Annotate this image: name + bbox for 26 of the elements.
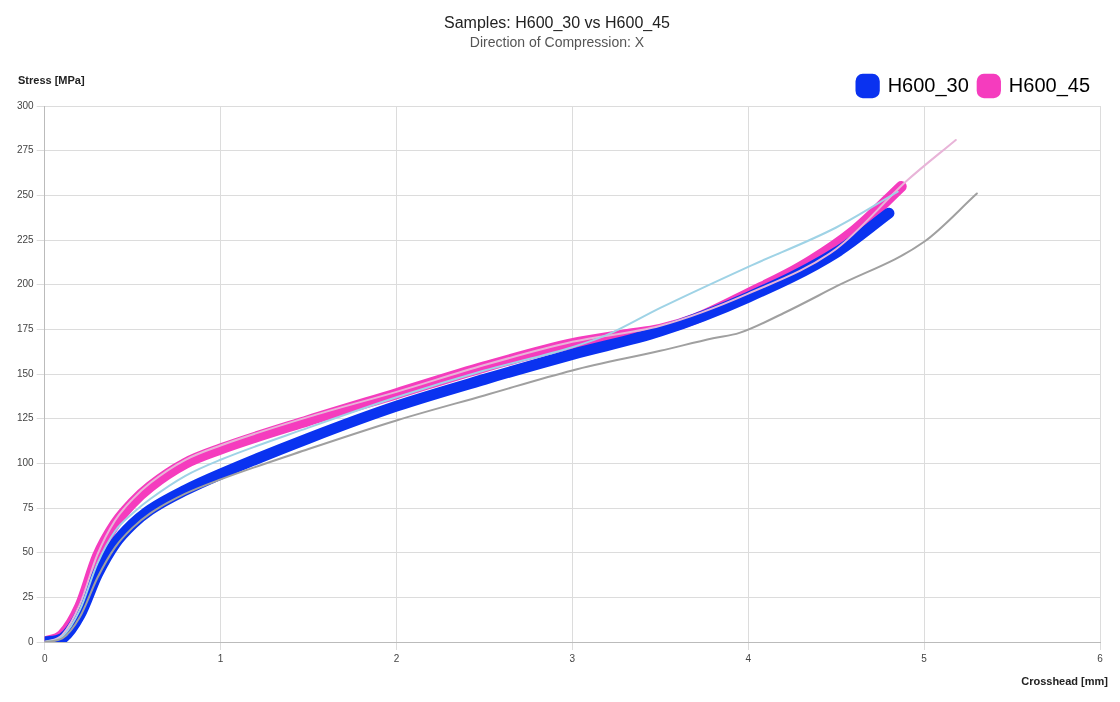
chart-subtitle: Direction of Compression: X [469,34,645,51]
x-tick-label: 6 [1097,652,1104,664]
y-tick-label: 200 [17,278,35,290]
y-tick-label: 75 [22,501,35,513]
y-tick-label: 150 [17,367,35,379]
legend-label: H600_45 [1008,73,1091,97]
x-tick-label: 0 [41,652,48,664]
legend-label: H600_30 [887,73,969,97]
x-tick-label: 4 [745,652,752,664]
x-tick-label: 1 [217,652,224,664]
x-tick-label: 2 [393,652,400,664]
y-tick-label: 100 [17,457,35,469]
y-tick-label: 275 [17,144,35,156]
y-axis-title: Stress [MPa] [18,73,85,86]
x-tick-label: 5 [921,652,928,664]
x-axis-title: Crosshead [mm] [1021,674,1109,687]
y-tick-label: 300 [17,99,35,111]
y-tick-label: 250 [17,189,35,201]
y-tick-label: 175 [17,323,35,335]
y-tick-label: 25 [22,591,35,603]
y-tick-label: 0 [28,635,35,647]
y-tick-label: 225 [17,233,35,245]
x-tick-label: 3 [569,652,576,664]
y-tick-label: 50 [22,546,35,558]
chart-title: Samples: H600_30 vs H600_45 [444,14,671,33]
y-tick-label: 125 [17,412,35,424]
